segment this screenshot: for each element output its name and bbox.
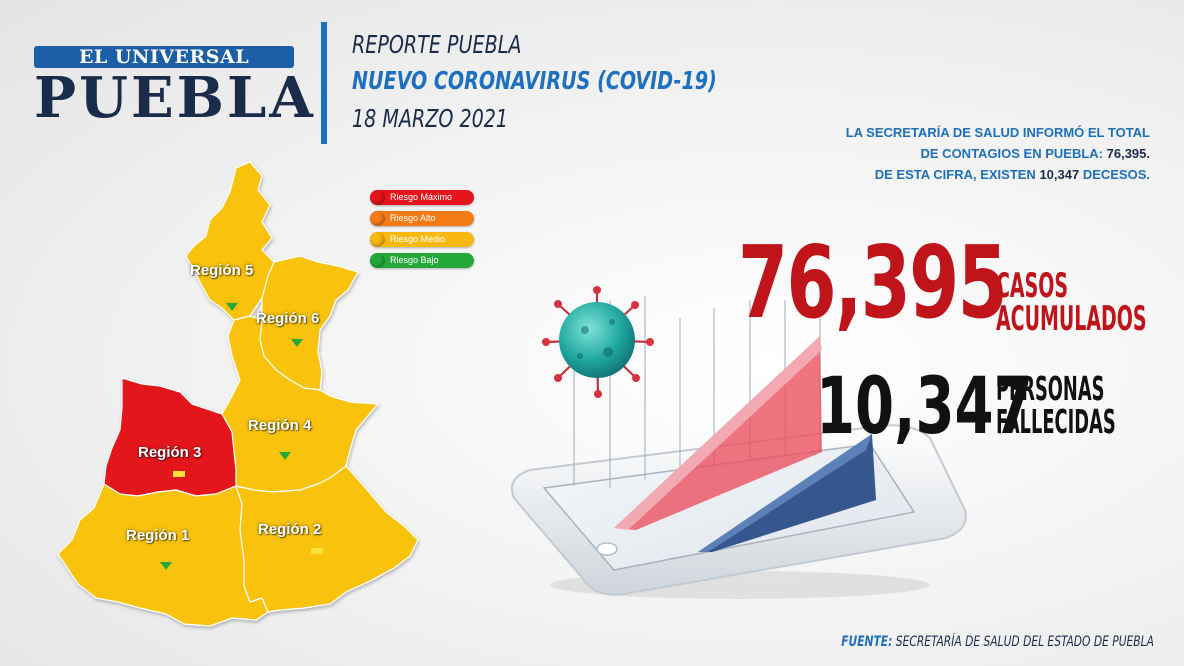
deaths-label-line-1: PERSONAS (996, 369, 1105, 408)
region-6-trend-down-icon (291, 339, 303, 347)
region-2-area (235, 465, 419, 613)
region-5-label: Región 5 (190, 262, 254, 279)
legend-dot-yellow (370, 232, 385, 247)
region-1-trend-down-icon (160, 562, 172, 570)
legend-riesgo-alto: Riesgo Alto (370, 211, 474, 226)
cases-label: CASOS ACUMULADOS (996, 266, 1147, 339)
region-3-label: Región 3 (138, 444, 202, 461)
region-6-label: Región 6 (256, 310, 320, 327)
legend-dot-orange (370, 211, 385, 226)
region-1-label: Región 1 (126, 527, 190, 544)
legend-label: Riesgo Máximo (390, 192, 453, 202)
info-deaths-value: 10,347 (1039, 167, 1080, 182)
legend-riesgo-maximo: Riesgo Máximo (370, 190, 474, 205)
region-3-area (103, 377, 237, 497)
source-text: SECRETARÍA DE SALUD DEL ESTADO DE PUEBLA (892, 634, 1154, 650)
legend-dot-red (370, 190, 385, 205)
logo-small-text: EL UNIVERSAL (78, 46, 250, 68)
region-2-trend-equal-icon (311, 548, 323, 554)
region-4-label: Región 4 (248, 417, 312, 434)
info-line-3-suffix: DECESOS. (1079, 167, 1150, 182)
cases-label-line-1: CASOS (996, 266, 1069, 306)
legend-riesgo-bajo: Riesgo Bajo (370, 253, 474, 268)
info-line-3: DE ESTA CIFRA, EXISTEN 10,347 DECESOS. (875, 164, 1150, 185)
source-prefix: FUENTE: (841, 634, 893, 650)
deaths-label-line-2: FALLECIDAS (996, 402, 1116, 441)
header-divider (321, 22, 327, 144)
source-footer: FUENTE: SECRETARÍA DE SALUD DEL ESTADO D… (841, 634, 1154, 650)
legend-riesgo-medio: Riesgo Medio (370, 232, 474, 247)
region-4-trend-down-icon (279, 452, 291, 460)
report-date: 18 MARZO 2021 (352, 104, 509, 133)
region-2-label: Región 2 (258, 521, 322, 538)
cases-label-line-2: ACUMULADOS (996, 299, 1147, 339)
info-line-2-prefix: DE CONTAGIOS EN PUEBLA: (920, 146, 1107, 161)
report-subtitle: NUEVO CORONAVIRUS (COVID-19) (352, 66, 717, 95)
legend-dot-green (370, 253, 385, 268)
tablet-home-button (596, 542, 618, 556)
info-line-2: DE CONTAGIOS EN PUEBLA: 76,395. (921, 143, 1150, 164)
deaths-value: 10,347 (816, 362, 1033, 452)
info-line-1: LA SECRETARÍA DE SALUD INFORMÓ EL TOTAL (845, 125, 1150, 140)
legend-label: Riesgo Bajo (390, 255, 439, 265)
logo-big-text: PUEBLA (34, 65, 316, 131)
info-cases-value: 76,395. (1106, 146, 1150, 161)
cases-value: 76,395 (738, 224, 1008, 341)
cases-chart-wedge-edge (614, 336, 822, 530)
region-5-area (185, 161, 275, 321)
legend-label: Riesgo Medio (390, 234, 446, 244)
region-3-trend-equal-icon (173, 471, 185, 477)
puebla-region-map (57, 161, 419, 627)
report-title: REPORTE PUEBLA (352, 30, 522, 59)
logo: EL UNIVERSAL PUEBLA (34, 44, 316, 134)
legend-label: Riesgo Alto (390, 213, 436, 223)
region-5-trend-down-icon (226, 303, 238, 311)
deaths-chart-wedge-edge (698, 434, 872, 552)
logo-bar (34, 46, 294, 68)
virus-icon (542, 286, 654, 398)
region-1-area (57, 483, 269, 627)
tablet-chart-illustration (511, 286, 967, 599)
info-line-3-prefix: DE ESTA CIFRA, EXISTEN (874, 167, 1040, 182)
deaths-label: PERSONAS FALLECIDAS (996, 372, 1116, 438)
